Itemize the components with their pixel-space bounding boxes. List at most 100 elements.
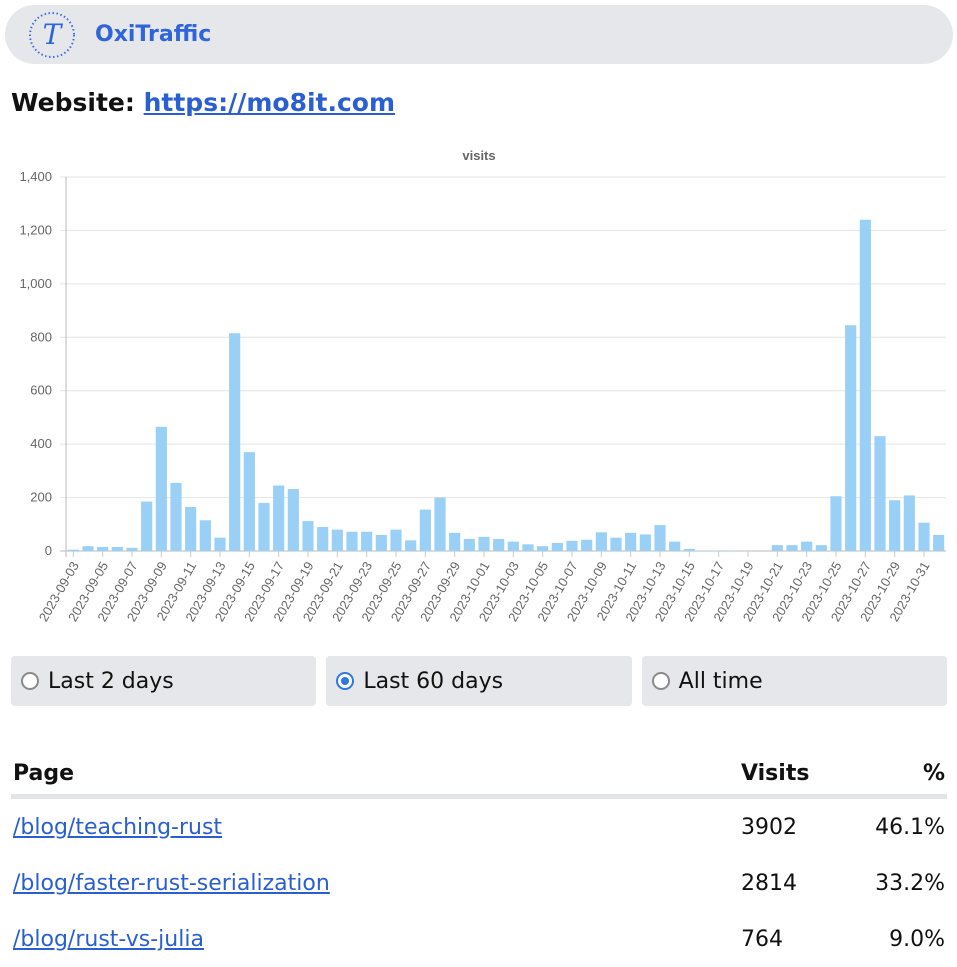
page-link[interactable]: /blog/faster-rust-serialization	[13, 871, 330, 896]
bar[interactable]	[200, 520, 211, 551]
page-link[interactable]: /blog/rust-vs-julia	[13, 927, 204, 952]
range-option-label: Last 2 days	[48, 669, 174, 694]
website-link[interactable]: https://mo8it.com	[144, 88, 395, 117]
bar[interactable]	[801, 542, 812, 551]
bar[interactable]	[816, 545, 827, 551]
y-tick-label: 600	[30, 383, 52, 398]
bar[interactable]	[566, 541, 577, 551]
y-tick-label: 1,000	[19, 276, 52, 291]
bar[interactable]	[390, 530, 401, 551]
website-heading: Website: https://mo8it.com	[11, 88, 395, 117]
visits-cell: 2814	[739, 855, 863, 911]
header-percent: %	[863, 757, 947, 797]
brand-link[interactable]: OxiTraffic	[95, 22, 211, 47]
page-link[interactable]: /blog/teaching-rust	[13, 815, 222, 840]
bar[interactable]	[317, 527, 328, 551]
y-tick-label: 200	[30, 490, 52, 505]
range-option-last-2-days[interactable]: Last 2 days	[11, 656, 316, 706]
header-visits: Visits	[739, 757, 863, 797]
bar[interactable]	[830, 496, 841, 551]
table-row: /blog/rust-vs-julia 764 9.0%	[11, 911, 947, 967]
bar[interactable]	[698, 550, 709, 551]
range-option-last-60-days[interactable]: Last 60 days	[326, 656, 631, 706]
bar[interactable]	[332, 530, 343, 551]
logo-icon[interactable]: T	[27, 10, 77, 60]
bar[interactable]	[610, 538, 621, 551]
bar[interactable]	[508, 542, 519, 551]
bar[interactable]	[874, 436, 885, 551]
range-option-label: Last 60 days	[363, 669, 503, 694]
bar[interactable]	[126, 548, 137, 551]
bar[interactable]	[537, 546, 548, 551]
y-tick-label: 800	[30, 329, 52, 344]
bar[interactable]	[244, 452, 255, 551]
bar[interactable]	[420, 510, 431, 551]
website-label: Website:	[11, 88, 135, 117]
radio-button-icon[interactable]	[21, 672, 39, 690]
bar[interactable]	[361, 532, 372, 551]
radio-button-icon[interactable]	[652, 672, 670, 690]
bar[interactable]	[478, 537, 489, 551]
y-tick-label: 1,200	[19, 222, 52, 237]
percent-cell: 33.2%	[863, 855, 947, 911]
radio-button-checked-icon[interactable]	[336, 672, 354, 690]
bar[interactable]	[434, 498, 445, 551]
bar[interactable]	[786, 545, 797, 551]
table-row: /blog/teaching-rust 3902 46.1%	[11, 797, 947, 856]
bar[interactable]	[889, 500, 900, 551]
bar[interactable]	[860, 220, 871, 551]
bar[interactable]	[288, 489, 299, 551]
bar[interactable]	[596, 532, 607, 551]
bar[interactable]	[376, 535, 387, 551]
percent-cell: 46.1%	[863, 797, 947, 856]
bar[interactable]	[97, 547, 108, 551]
bar[interactable]	[581, 540, 592, 551]
visits-cell: 3902	[739, 797, 863, 856]
bar[interactable]	[918, 523, 929, 551]
bar[interactable]	[933, 535, 944, 551]
pages-table: Page Visits % /blog/teaching-rust 3902 4…	[11, 757, 947, 967]
bar[interactable]	[904, 495, 915, 551]
svg-text:T: T	[43, 18, 64, 51]
range-option-label: All time	[679, 669, 763, 694]
bar[interactable]	[141, 502, 152, 551]
bar[interactable]	[522, 544, 533, 551]
bar[interactable]	[68, 550, 79, 551]
bar[interactable]	[214, 538, 225, 551]
y-tick-label: 1,400	[19, 169, 52, 184]
navbar: T OxiTraffic	[5, 5, 953, 64]
bar[interactable]	[625, 533, 636, 551]
y-tick-label: 0	[45, 543, 52, 558]
range-option-all-time[interactable]: All time	[642, 656, 947, 706]
bar[interactable]	[772, 545, 783, 551]
bar[interactable]	[552, 543, 563, 551]
percent-cell: 9.0%	[863, 911, 947, 967]
y-tick-label: 400	[30, 436, 52, 451]
bar[interactable]	[464, 539, 475, 551]
bar[interactable]	[493, 539, 504, 551]
bar[interactable]	[258, 503, 269, 551]
bar[interactable]	[185, 507, 196, 551]
bar[interactable]	[82, 546, 93, 551]
bar[interactable]	[684, 549, 695, 551]
bar[interactable]	[302, 521, 313, 551]
table-header-row: Page Visits %	[11, 757, 947, 797]
visits-cell: 764	[739, 911, 863, 967]
bar[interactable]	[273, 486, 284, 551]
bar[interactable]	[156, 427, 167, 551]
bar[interactable]	[405, 540, 416, 551]
bar[interactable]	[346, 532, 357, 551]
chart-title: visits	[462, 148, 495, 163]
bar[interactable]	[112, 547, 123, 551]
bar[interactable]	[640, 534, 651, 551]
bar[interactable]	[449, 533, 460, 551]
bar[interactable]	[170, 483, 181, 551]
bar[interactable]	[654, 525, 665, 551]
bar[interactable]	[669, 542, 680, 551]
header-page: Page	[11, 757, 739, 797]
bar[interactable]	[845, 325, 856, 551]
range-selector: Last 2 days Last 60 days All time	[11, 656, 947, 706]
bar[interactable]	[229, 333, 240, 551]
